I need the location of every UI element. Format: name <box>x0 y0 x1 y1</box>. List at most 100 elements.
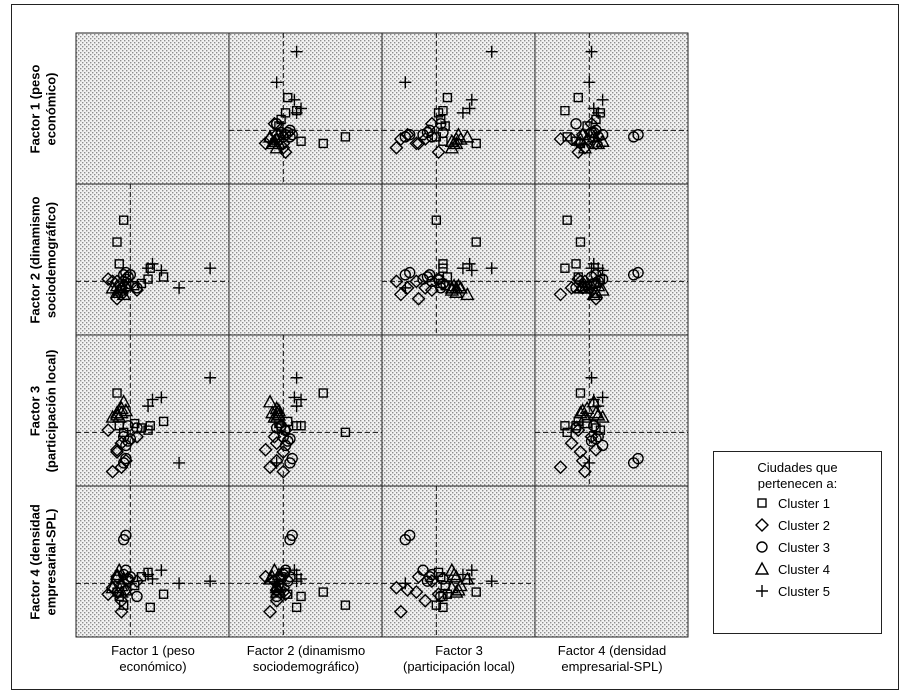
data-point-cluster-1 <box>296 591 306 602</box>
data-point-cluster-4 <box>269 584 284 598</box>
matrix-cell-1-4 <box>534 32 689 185</box>
data-point-cluster-1 <box>118 215 129 225</box>
matrix-cell-3-3 <box>381 334 536 487</box>
data-point-cluster-5 <box>399 577 412 590</box>
data-point-cluster-4 <box>449 284 464 298</box>
data-point-cluster-3 <box>404 128 416 141</box>
data-point-cluster-4 <box>116 286 131 301</box>
data-point-cluster-3 <box>570 422 582 434</box>
square-icon <box>757 498 767 508</box>
data-point-cluster-4 <box>112 282 127 296</box>
diamond-icon <box>755 518 769 532</box>
data-point-cluster-5 <box>465 264 478 277</box>
data-point-cluster-4 <box>262 394 278 408</box>
data-point-cluster-5 <box>142 262 155 275</box>
data-point-cluster-2 <box>411 291 426 306</box>
data-point-cluster-3 <box>421 271 434 283</box>
data-point-cluster-4 <box>109 569 125 583</box>
data-point-cluster-2 <box>564 436 579 451</box>
data-point-cluster-3 <box>282 435 294 447</box>
data-point-cluster-5 <box>290 568 303 581</box>
data-point-cluster-3 <box>120 529 132 541</box>
data-point-cluster-3 <box>282 126 294 139</box>
data-point-cluster-2 <box>393 604 408 619</box>
data-point-cluster-3 <box>284 433 296 445</box>
data-point-cluster-4 <box>460 129 475 143</box>
data-point-cluster-3 <box>421 126 434 139</box>
data-point-cluster-4 <box>595 282 610 296</box>
data-point-cluster-1 <box>562 215 572 225</box>
data-point-cluster-5 <box>399 281 412 294</box>
matrix-cell-3-2 <box>228 334 383 487</box>
data-point-cluster-4 <box>591 135 606 150</box>
matrix-cell-2-3 <box>381 183 536 336</box>
data-point-cluster-4 <box>595 133 610 147</box>
data-point-cluster-4 <box>269 405 284 419</box>
data-point-cluster-4 <box>271 582 287 596</box>
data-point-cluster-1 <box>136 423 147 433</box>
data-point-cluster-2 <box>564 280 579 295</box>
data-point-cluster-5 <box>288 93 301 106</box>
legend-marker-diamond <box>755 518 769 532</box>
legend-item-cluster-2: Cluster 2 <box>754 514 881 536</box>
legend-item-label: Cluster 5 <box>778 583 831 599</box>
data-point-cluster-2 <box>110 444 125 459</box>
data-point-cluster-4 <box>262 129 278 143</box>
data-point-cluster-5 <box>585 45 598 58</box>
data-point-cluster-5 <box>204 262 217 275</box>
data-point-cluster-3 <box>270 422 283 434</box>
matrix-cell-2-4 <box>534 183 689 336</box>
data-point-cluster-2 <box>431 145 446 160</box>
data-point-cluster-4 <box>573 131 588 145</box>
legend-item-cluster-3: Cluster 3 <box>754 536 881 558</box>
data-point-cluster-4 <box>444 580 460 594</box>
data-point-cluster-4 <box>262 571 278 585</box>
data-point-cluster-1 <box>283 92 293 103</box>
data-point-cluster-3 <box>131 590 143 603</box>
data-point-cluster-2 <box>263 604 278 619</box>
data-point-cluster-3 <box>120 452 132 465</box>
data-point-cluster-2 <box>571 145 586 160</box>
data-point-cluster-2 <box>263 460 278 475</box>
data-point-cluster-5 <box>456 262 469 275</box>
data-point-cluster-2 <box>267 116 282 131</box>
data-point-cluster-4 <box>573 405 588 419</box>
data-point-cluster-1 <box>158 416 169 427</box>
data-point-cluster-5 <box>463 102 476 115</box>
data-point-cluster-5 <box>142 568 155 581</box>
data-point-cluster-4 <box>577 140 593 154</box>
data-point-cluster-5 <box>465 564 478 577</box>
data-point-cluster-4 <box>116 394 131 408</box>
data-point-cluster-4 <box>444 282 460 296</box>
data-point-cluster-4 <box>449 131 464 145</box>
legend-item-label: Cluster 4 <box>778 561 831 577</box>
data-point-cluster-2 <box>389 274 404 289</box>
data-point-cluster-2 <box>418 593 433 608</box>
data-point-cluster-2 <box>588 442 603 457</box>
legend-item-label: Cluster 3 <box>778 539 831 555</box>
data-point-cluster-5 <box>204 371 217 384</box>
data-point-cluster-5 <box>587 393 600 406</box>
data-point-cluster-1 <box>291 421 302 431</box>
data-point-cluster-3 <box>421 575 434 587</box>
legend-item-cluster-1: Cluster 1 <box>754 492 881 514</box>
legend-items: Cluster 1 Cluster 2 Cluster 3 Cluster 4 Clus… <box>714 492 881 602</box>
data-point-cluster-4 <box>271 567 287 581</box>
legend-item-cluster-4: Cluster 4 <box>754 558 881 580</box>
data-point-cluster-4 <box>444 562 460 576</box>
data-point-cluster-3 <box>423 124 436 137</box>
data-point-cluster-1 <box>575 237 586 247</box>
data-point-cluster-4 <box>105 280 120 294</box>
data-point-cluster-1 <box>318 138 328 149</box>
row-label-4: Factor 4 (densidad empresarial-SPL) <box>27 503 58 620</box>
data-point-cluster-2 <box>114 460 129 475</box>
data-point-cluster-3 <box>131 422 143 434</box>
data-point-cluster-5 <box>463 572 476 585</box>
data-point-cluster-4 <box>451 278 466 292</box>
data-point-cluster-5 <box>173 577 186 590</box>
data-point-cluster-3 <box>632 266 644 279</box>
data-point-cluster-3 <box>122 435 134 447</box>
data-point-cluster-3 <box>270 118 283 130</box>
data-point-cluster-1 <box>318 587 328 597</box>
data-point-cluster-1 <box>145 421 155 431</box>
